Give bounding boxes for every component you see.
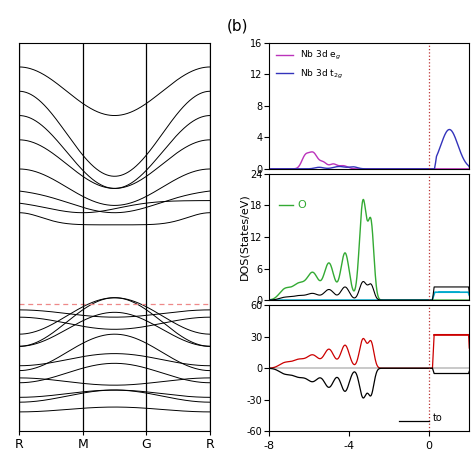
Nb 3d t$_{2g}$ — [318, 164, 323, 170]
Nb 3d t$_{2g}$ — [357, 165, 363, 171]
Text: O: O — [297, 200, 306, 210]
Nb 3d e$_g$ — [384, 166, 390, 172]
Nb 3d e$_g$ — [301, 153, 307, 158]
Line: Nb 3d t$_{2g}$: Nb 3d t$_{2g}$ — [269, 129, 469, 169]
Nb 3d e$_g$ — [417, 166, 423, 172]
Nb 3d t$_{2g}$ — [417, 166, 423, 172]
Nb 3d t$_{2g}$ — [400, 166, 406, 172]
Text: to: to — [433, 413, 443, 423]
Nb 3d e$_g$ — [266, 166, 272, 172]
Legend: Nb 3d e$_g$, Nb 3d t$_{2g}$: Nb 3d e$_g$, Nb 3d t$_{2g}$ — [275, 48, 344, 82]
Nb 3d t$_{2g}$ — [466, 164, 472, 170]
Line: Nb 3d e$_g$: Nb 3d e$_g$ — [269, 152, 469, 169]
Nb 3d e$_g$ — [400, 166, 406, 172]
Nb 3d t$_{2g}$ — [301, 166, 307, 172]
Nb 3d e$_g$ — [309, 149, 315, 155]
Nb 3d e$_g$ — [357, 166, 363, 172]
Nb 3d e$_g$ — [318, 158, 324, 164]
Nb 3d t$_{2g}$ — [432, 166, 438, 172]
Text: (b): (b) — [226, 18, 248, 34]
Text: DOS(States/eV): DOS(States/eV) — [239, 193, 249, 281]
Nb 3d t$_{2g}$ — [266, 166, 272, 172]
Nb 3d e$_g$ — [466, 166, 472, 172]
Nb 3d t$_{2g}$ — [447, 127, 452, 132]
Nb 3d t$_{2g}$ — [384, 166, 390, 172]
